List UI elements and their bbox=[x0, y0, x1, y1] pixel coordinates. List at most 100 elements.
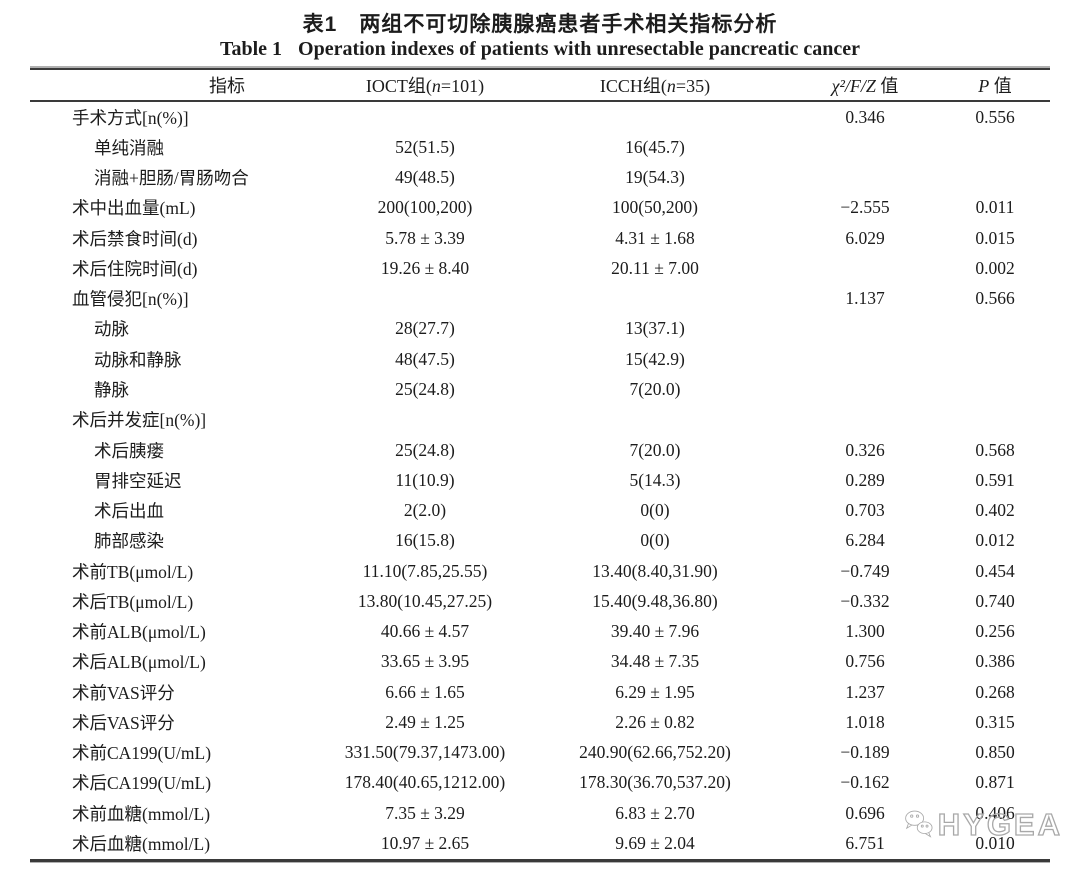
row-cell: 6.029 bbox=[845, 227, 885, 248]
row-cell: 19.26 ± 8.40 bbox=[380, 257, 470, 278]
row-cell: 0(0) bbox=[640, 500, 670, 521]
row-cell: 0.346 bbox=[845, 106, 885, 127]
row-cell: 0.012 bbox=[975, 530, 1015, 551]
table-row: 术后胰瘘 25(24.8) 7(20.0) 0.326 0.568 bbox=[30, 435, 1050, 465]
table-row: 术中出血量(mL) 200(100,200) 100(50,200) −2.555 0.… bbox=[30, 193, 1050, 223]
row-cell: 20.11 ± 7.00 bbox=[611, 257, 699, 278]
table-row: 术后出血 2(2.0) 0(0) 0.703 0.402 bbox=[30, 495, 1050, 525]
row-cell: 6.751 bbox=[845, 833, 885, 853]
row-label: 术后住院时间(d) bbox=[72, 258, 198, 279]
row-label: 术后ALB(μmol/L) bbox=[72, 652, 206, 673]
row-cell: 0(0) bbox=[640, 530, 670, 551]
table-row: 手术方式[n(%)] 0.346 0.556 bbox=[30, 102, 1050, 132]
row-cell: 6.83 ± 2.70 bbox=[615, 802, 695, 823]
row-cell: 5(14.3) bbox=[629, 469, 681, 490]
row-label: 肺部感染 bbox=[94, 531, 164, 552]
table-row: 术前ALB(μmol/L) 40.66 ± 4.57 39.40 ± 7.96 1.3… bbox=[30, 617, 1050, 647]
row-cell: 4.31 ± 1.68 bbox=[615, 227, 695, 248]
row-label: 静脉 bbox=[94, 380, 129, 401]
table-top-rule bbox=[30, 66, 1050, 70]
table-row: 术前TB(μmol/L) 11.10(7.85,25.55) 13.40(8.40,… bbox=[30, 556, 1050, 586]
table-header-row: 指标 IOCT组(n=101) ICCH组(n=35) χ²/F/Z 值 P 值 bbox=[30, 70, 1050, 100]
table-bottom-rule bbox=[30, 858, 1050, 863]
row-cell: 15.40(9.48,36.80) bbox=[592, 590, 718, 611]
table-row: 术后住院时间(d) 19.26 ± 8.40 20.11 ± 7.00 0.002 bbox=[30, 253, 1050, 283]
row-label: 术前血糖(mmol/L) bbox=[72, 803, 211, 824]
row-cell: 13.80(10.45,27.25) bbox=[357, 590, 493, 611]
row-cell: 0.703 bbox=[845, 500, 885, 521]
row-cell: 0.850 bbox=[975, 742, 1015, 763]
table-row: 静脉 25(24.8) 7(20.0) bbox=[30, 374, 1050, 404]
table-row: 术后禁食时间(d) 5.78 ± 3.39 4.31 ± 1.68 6.029 0.01… bbox=[30, 223, 1050, 253]
row-label: 术后血糖(mmol/L) bbox=[72, 834, 211, 854]
row-cell: 0.566 bbox=[975, 288, 1015, 309]
row-cell: 7(20.0) bbox=[629, 379, 681, 400]
row-cell: 6.29 ± 1.95 bbox=[615, 681, 695, 702]
row-cell: 49(48.5) bbox=[395, 167, 455, 188]
row-cell: 0.406 bbox=[975, 802, 1015, 823]
row-cell: 15(42.9) bbox=[625, 348, 685, 369]
row-cell: 6.66 ± 1.65 bbox=[385, 681, 465, 702]
row-cell: 178.30(36.70,537.20) bbox=[579, 772, 731, 793]
column-header-ioct-group: IOCT组(n=101) bbox=[365, 76, 485, 96]
table-row: 术后ALB(μmol/L) 33.65 ± 3.95 34.48 ± 7.35 0.7… bbox=[30, 647, 1050, 677]
row-cell: 25(24.8) bbox=[395, 439, 455, 460]
row-cell: 7(20.0) bbox=[629, 439, 681, 460]
table-row: 术后并发症[n(%)] bbox=[30, 405, 1050, 435]
row-cell: 0.454 bbox=[975, 560, 1015, 581]
row-cell: 25(24.8) bbox=[395, 379, 455, 400]
row-cell: 2.49 ± 1.25 bbox=[385, 711, 465, 732]
row-cell: 0.402 bbox=[975, 500, 1015, 521]
table-row: 术后TB(μmol/L) 13.80(10.45,27.25) 15.40(9.48… bbox=[30, 586, 1050, 616]
row-label: 术前CA199(U/mL) bbox=[72, 743, 212, 764]
row-cell: 0.386 bbox=[975, 651, 1015, 672]
table-row: 胃排空延迟 11(10.9) 5(14.3) 0.289 0.591 bbox=[30, 465, 1050, 495]
row-label: 术中出血量(mL) bbox=[72, 198, 196, 219]
table-row: 血管侵犯[n(%)] 1.137 0.566 bbox=[30, 284, 1050, 314]
row-cell: 5.78 ± 3.39 bbox=[385, 227, 465, 248]
row-label: 术前TB(μmol/L) bbox=[72, 561, 194, 582]
row-cell: 2(2.0) bbox=[403, 500, 447, 521]
row-label: 动脉和静脉 bbox=[94, 349, 182, 370]
row-cell: 200(100,200) bbox=[377, 197, 473, 218]
table-title-english: Table 1 Operation indexes of patients wit… bbox=[0, 38, 1080, 61]
row-label: 术后VAS评分 bbox=[72, 712, 175, 733]
row-cell: 0.591 bbox=[975, 469, 1015, 490]
row-cell: 0.315 bbox=[975, 711, 1015, 732]
row-cell: 0.556 bbox=[975, 106, 1015, 127]
table-row: 术前CA199(U/mL) 331.50(79.37,1473.00) 240.90… bbox=[30, 738, 1050, 768]
row-cell: 1.018 bbox=[845, 711, 885, 732]
row-cell: 240.90(62.66,752.20) bbox=[579, 742, 731, 763]
row-cell: 48(47.5) bbox=[395, 348, 455, 369]
row-cell: 1.300 bbox=[845, 621, 885, 642]
row-cell: 10.97 ± 2.65 bbox=[380, 833, 470, 853]
row-cell: 28(27.7) bbox=[395, 318, 455, 339]
row-cell: 0.256 bbox=[975, 621, 1015, 642]
row-label: 术后CA199(U/mL) bbox=[72, 773, 212, 794]
column-header-indicator: 指标 bbox=[209, 76, 245, 96]
row-cell: 11.10(7.85,25.55) bbox=[362, 560, 488, 581]
table-row: 单纯消融 52(51.5) 16(45.7) bbox=[30, 132, 1050, 162]
row-cell: 0.268 bbox=[975, 681, 1015, 702]
row-cell: 7.35 ± 3.29 bbox=[385, 802, 465, 823]
row-cell: 52(51.5) bbox=[395, 136, 455, 157]
row-cell: 16(15.8) bbox=[395, 530, 455, 551]
row-cell: 0.696 bbox=[845, 802, 885, 823]
row-cell: 0.871 bbox=[975, 772, 1015, 793]
row-cell: 0.002 bbox=[975, 257, 1015, 278]
row-label: 胃排空延迟 bbox=[94, 470, 182, 491]
table-title-english-text: Operation indexes of patients with unres… bbox=[298, 38, 861, 60]
row-cell: 39.40 ± 7.96 bbox=[610, 621, 700, 642]
row-label: 消融+胆肠/胃肠吻合 bbox=[94, 168, 249, 189]
row-cell: 331.50(79.37,1473.00) bbox=[344, 742, 506, 763]
row-cell: 0.010 bbox=[975, 833, 1015, 853]
row-cell: 40.66 ± 4.57 bbox=[380, 621, 470, 642]
table-row: 肺部感染 16(15.8) 0(0) 6.284 0.012 bbox=[30, 526, 1050, 556]
row-label: 术后并发症[n(%)] bbox=[72, 410, 207, 431]
column-header-icch-group: ICCH组(n=35) bbox=[599, 76, 711, 96]
table-row: 动脉和静脉 48(47.5) 15(42.9) bbox=[30, 344, 1050, 374]
row-label: 术后TB(μmol/L) bbox=[72, 591, 194, 612]
row-cell: 16(45.7) bbox=[625, 136, 685, 157]
row-cell: 9.69 ± 2.04 bbox=[615, 833, 695, 853]
